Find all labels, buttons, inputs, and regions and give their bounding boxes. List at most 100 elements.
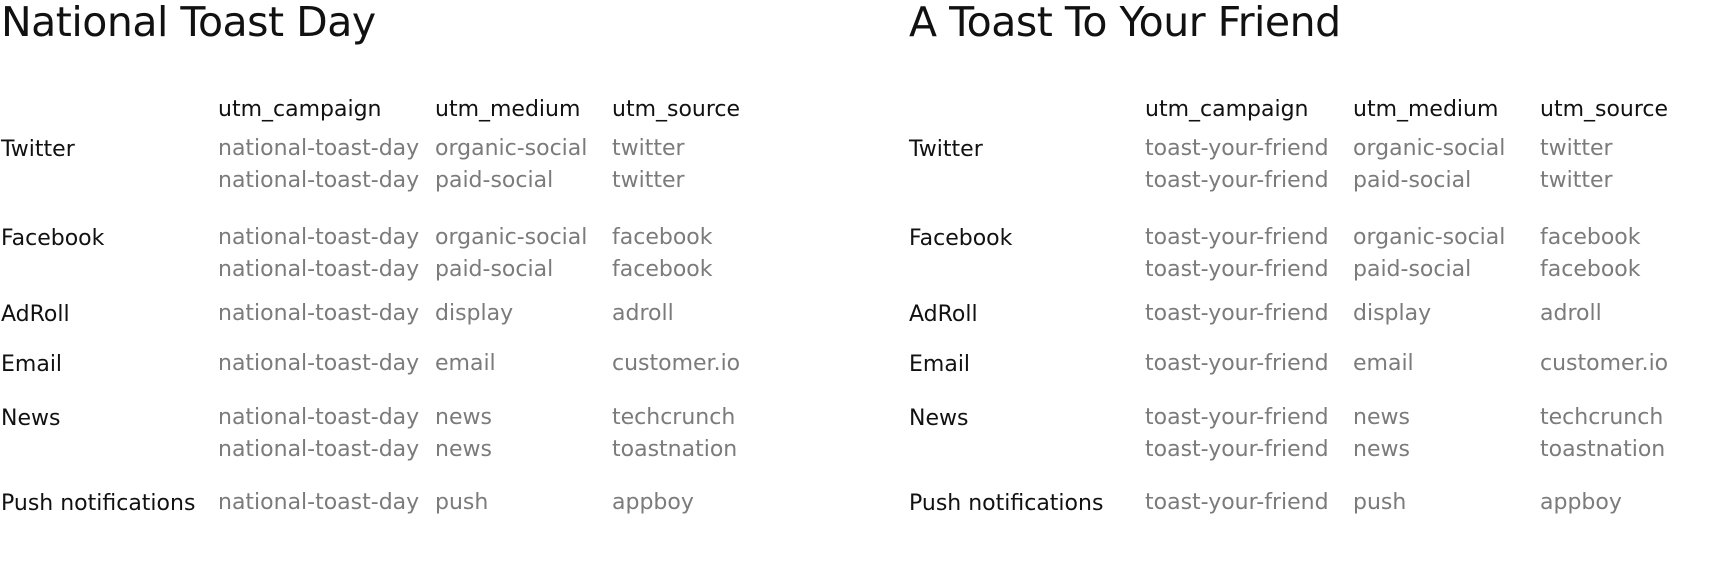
campaign-cell: national-toast-day national-toast-day xyxy=(218,133,419,197)
campaign-value: national-toast-day xyxy=(218,351,420,376)
row-label-push-notifications: Push notifications xyxy=(909,491,1104,516)
campaign-value: toast-your-friend xyxy=(1145,225,1329,250)
source-cell: techcrunch toastnation xyxy=(1540,402,1665,466)
medium-cell: organic-social paid-social xyxy=(1353,222,1505,286)
source-value: toastnation xyxy=(1540,437,1666,462)
header-utm-medium: utm_medium xyxy=(435,97,581,122)
source-value: twitter xyxy=(612,136,685,161)
row-label-email: Email xyxy=(1,352,63,377)
medium-value: display xyxy=(435,301,514,326)
medium-value: news xyxy=(1353,405,1410,430)
source-value: appboy xyxy=(612,490,694,515)
campaign-value: national-toast-day xyxy=(218,301,420,326)
medium-cell: display xyxy=(1353,298,1431,330)
campaign-value: national-toast-day xyxy=(218,168,420,193)
row-label-email: Email xyxy=(909,352,971,377)
campaign-value: national-toast-day xyxy=(218,225,420,250)
source-cell: adroll xyxy=(612,298,674,330)
utm-table-national-toast-day: National Toast Day utm_campaign utm_medi… xyxy=(1,0,741,519)
campaign-cell: national-toast-day xyxy=(218,298,419,330)
medium-value: paid-social xyxy=(435,168,554,193)
medium-value: email xyxy=(1353,351,1414,376)
medium-value: email xyxy=(435,351,496,376)
medium-cell: display xyxy=(435,298,513,330)
medium-value: display xyxy=(1353,301,1432,326)
medium-cell: push xyxy=(1353,487,1406,519)
medium-value: push xyxy=(1353,490,1407,515)
medium-cell: push xyxy=(435,487,488,519)
campaign-value: toast-your-friend xyxy=(1145,405,1329,430)
campaign-cell: national-toast-day national-toast-day xyxy=(218,402,419,466)
medium-value: organic-social xyxy=(1353,225,1506,250)
campaign-cell: toast-your-friend toast-your-friend xyxy=(1145,133,1329,197)
source-cell: facebook facebook xyxy=(612,222,712,286)
campaign-value: toast-your-friend xyxy=(1145,301,1329,326)
header-utm-campaign: utm_campaign xyxy=(1145,97,1309,122)
source-value: customer.io xyxy=(612,351,741,376)
medium-value: news xyxy=(435,405,492,430)
source-value: adroll xyxy=(1540,301,1602,326)
row-label-twitter: Twitter xyxy=(1,137,75,162)
source-value: facebook xyxy=(612,225,713,250)
row-label-twitter: Twitter xyxy=(909,137,983,162)
header-utm-medium: utm_medium xyxy=(1353,97,1499,122)
row-label-adroll: AdRoll xyxy=(909,302,978,327)
campaign-value: toast-your-friend xyxy=(1145,351,1329,376)
source-cell: customer.io xyxy=(1540,348,1668,380)
campaign-value: national-toast-day xyxy=(218,437,420,462)
campaign-cell: national-toast-day xyxy=(218,487,419,519)
medium-cell: email xyxy=(1353,348,1414,380)
row-label-facebook: Facebook xyxy=(1,226,105,251)
source-value: twitter xyxy=(1540,136,1613,161)
source-cell: twitter twitter xyxy=(1540,133,1613,197)
utm-table-toast-your-friend: A Toast To Your Friend utm_campaign utm_… xyxy=(908,0,1714,568)
campaign-value: toast-your-friend xyxy=(1145,168,1329,193)
row-label-facebook: Facebook xyxy=(909,226,1013,251)
medium-cell: news news xyxy=(1353,402,1410,466)
header-utm-source: utm_source xyxy=(1540,97,1669,122)
source-cell: adroll xyxy=(1540,298,1602,330)
source-value: facebook xyxy=(1540,257,1641,282)
campaign-value: national-toast-day xyxy=(218,405,420,430)
source-cell: customer.io xyxy=(612,348,740,380)
medium-value: news xyxy=(1353,437,1410,462)
source-value: toastnation xyxy=(612,437,738,462)
medium-cell: email xyxy=(435,348,496,380)
campaign-cell: toast-your-friend xyxy=(1145,298,1329,330)
medium-cell: news news xyxy=(435,402,492,466)
source-value: twitter xyxy=(1540,168,1613,193)
source-cell: twitter twitter xyxy=(612,133,685,197)
medium-value: paid-social xyxy=(1353,168,1472,193)
row-label-push-notifications: Push notifications xyxy=(1,491,196,516)
source-value: facebook xyxy=(612,257,713,282)
table-title: National Toast Day xyxy=(1,0,376,46)
medium-cell: organic-social paid-social xyxy=(435,222,587,286)
medium-value: news xyxy=(435,437,492,462)
campaign-value: national-toast-day xyxy=(218,136,420,161)
medium-cell: organic-social paid-social xyxy=(435,133,587,197)
header-utm-campaign: utm_campaign xyxy=(218,97,382,122)
source-value: adroll xyxy=(612,301,674,326)
medium-value: organic-social xyxy=(435,136,588,161)
campaign-cell: national-toast-day xyxy=(218,348,419,380)
campaign-cell: toast-your-friend toast-your-friend xyxy=(1145,222,1329,286)
header-utm-source: utm_source xyxy=(612,97,741,122)
row-label-news: News xyxy=(909,406,969,431)
row-label-news: News xyxy=(1,406,61,431)
source-cell: techcrunch toastnation xyxy=(612,402,737,466)
campaign-value: toast-your-friend xyxy=(1145,136,1329,161)
medium-cell: organic-social paid-social xyxy=(1353,133,1505,197)
campaign-value: toast-your-friend xyxy=(1145,437,1329,462)
campaign-value: toast-your-friend xyxy=(1145,257,1329,282)
campaign-value: national-toast-day xyxy=(218,257,420,282)
source-cell: appboy xyxy=(1540,487,1622,519)
medium-value: push xyxy=(435,490,489,515)
campaign-cell: toast-your-friend toast-your-friend xyxy=(1145,402,1329,466)
row-label-adroll: AdRoll xyxy=(1,302,70,327)
campaign-cell: toast-your-friend xyxy=(1145,487,1329,519)
source-cell: facebook facebook xyxy=(1540,222,1640,286)
campaign-cell: toast-your-friend xyxy=(1145,348,1329,380)
source-value: customer.io xyxy=(1540,351,1669,376)
source-value: techcrunch xyxy=(612,405,736,430)
source-cell: appboy xyxy=(612,487,694,519)
